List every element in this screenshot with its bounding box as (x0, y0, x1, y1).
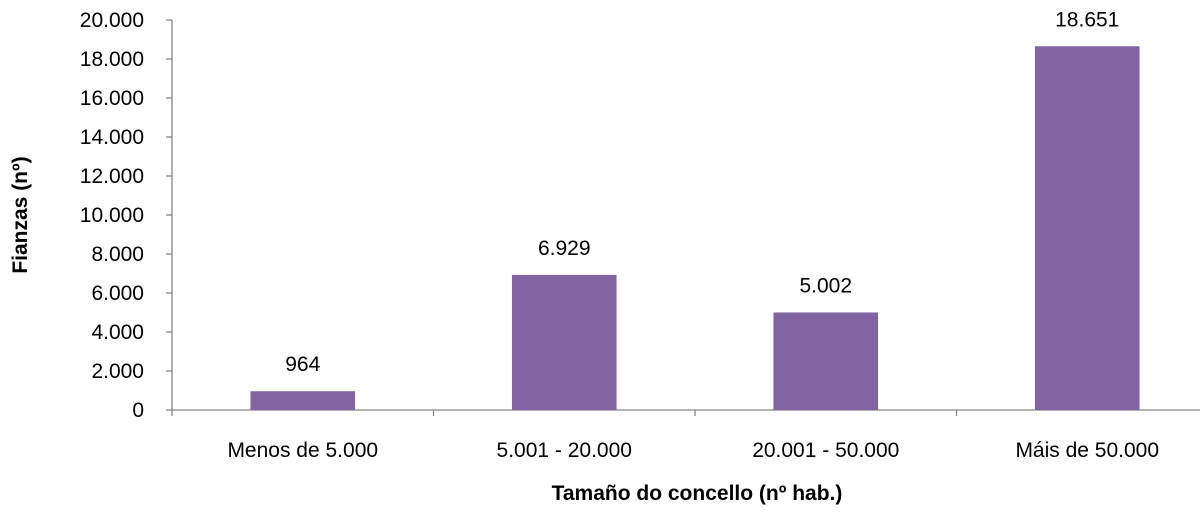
x-tick-label: Menos de 5.000 (227, 439, 378, 462)
y-tick-label: 6.000 (91, 282, 144, 305)
bar (1034, 46, 1140, 410)
y-tick-label: 8.000 (91, 243, 144, 266)
y-tick-label: 10.000 (80, 204, 144, 227)
data-label: 6.929 (538, 237, 591, 260)
data-label: 5.002 (799, 274, 852, 297)
data-label: 18.651 (1055, 8, 1119, 31)
bars (250, 46, 1140, 410)
y-tick-label: 12.000 (80, 165, 144, 188)
y-tick-label: 4.000 (91, 321, 144, 344)
bar (250, 391, 356, 410)
y-tick-label: 16.000 (80, 87, 144, 110)
x-axis: Menos de 5.000 5.001 - 20.000 20.001 - 50.… (171, 409, 1200, 462)
y-axis-title: Fianzas (nº) (9, 156, 32, 273)
y-tick-label: 0 (132, 399, 144, 422)
y-axis: 0 2.000 4.000 6.000 8.000 10.000 12.000 14.000 1… (80, 9, 173, 422)
bar (511, 274, 617, 410)
x-tick-label: 5.001 - 20.000 (497, 439, 632, 462)
y-tick-label: 18.000 (80, 48, 144, 71)
x-tick-label: Máis de 50.000 (1015, 439, 1159, 462)
y-tick-label: 2.000 (91, 360, 144, 383)
x-tick-label: 20.001 - 50.000 (752, 439, 899, 462)
bar (773, 312, 879, 410)
x-axis-title: Tamaño do concello (nº hab.) (552, 482, 843, 505)
data-labels: 964 6.929 5.002 18.651 (285, 8, 1119, 376)
y-tick-label: 14.000 (80, 126, 144, 149)
data-label: 964 (285, 353, 320, 376)
y-tick-label: 20.000 (80, 9, 144, 32)
